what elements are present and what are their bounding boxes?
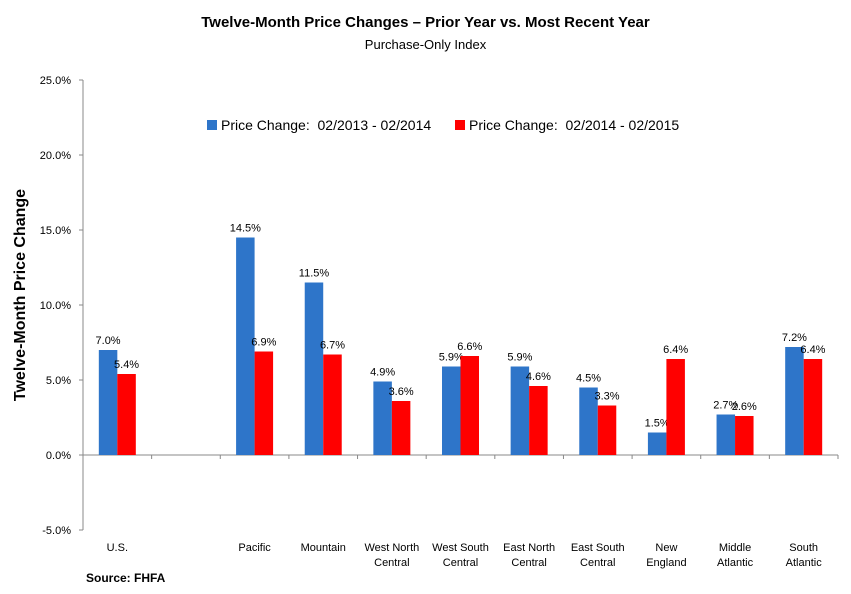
y-tick-label: 15.0% <box>40 225 71 237</box>
legend-label: Price Change: 02/2013 - 02/2014 <box>221 117 431 133</box>
category-label: New <box>655 542 677 554</box>
data-label: 3.3% <box>594 391 619 403</box>
data-label: 7.2% <box>782 332 807 344</box>
data-label: 6.4% <box>663 344 688 356</box>
legend-label: Price Change: 02/2014 - 02/2015 <box>469 117 679 133</box>
data-label: 5.9% <box>507 352 532 364</box>
data-label: 11.5% <box>299 268 330 280</box>
category-label: Middle <box>719 542 751 554</box>
bar-prior-year <box>373 381 392 455</box>
data-label: 4.6% <box>526 371 551 383</box>
category-label: Atlantic <box>717 557 754 569</box>
y-tick-label: 5.0% <box>46 375 71 387</box>
bar-recent-year <box>597 405 617 455</box>
bar-recent-year <box>117 374 136 455</box>
category-label: West South <box>432 542 489 554</box>
data-label: 6.6% <box>457 341 482 353</box>
category-label: East North <box>503 542 555 554</box>
data-label: 3.6% <box>389 386 414 398</box>
category-label: East South <box>571 542 625 554</box>
bar-recent-year <box>323 354 342 455</box>
category-label: Central <box>580 557 615 569</box>
y-tick-label: -5.0% <box>42 525 71 537</box>
category-label: England <box>646 557 686 569</box>
bar-recent-year <box>460 356 479 455</box>
data-label: 2.6% <box>732 401 757 413</box>
chart-subtitle: Purchase-Only Index <box>364 37 487 52</box>
data-label: 1.5% <box>645 418 670 430</box>
bar-recent-year <box>391 401 411 455</box>
data-label: 2.7% <box>713 400 738 412</box>
category-label: U.S. <box>107 542 128 554</box>
data-label: 5.4% <box>114 359 139 371</box>
legend-swatch <box>207 120 217 130</box>
bar-recent-year <box>254 351 274 455</box>
data-label: 7.0% <box>96 335 121 347</box>
source-note: Source: FHFA <box>86 571 166 585</box>
data-label: 4.5% <box>576 373 601 385</box>
category-label: South <box>789 542 818 554</box>
y-tick-label: 20.0% <box>40 150 71 162</box>
data-label: 14.5% <box>230 223 261 235</box>
bar-prior-year <box>236 237 255 455</box>
bar-recent-year <box>529 386 548 455</box>
data-label: 4.9% <box>370 367 395 379</box>
y-axis-title: Twelve-Month Price Change <box>12 189 29 401</box>
category-label: Pacific <box>238 542 271 554</box>
category-label: Central <box>374 557 409 569</box>
category-label: Atlantic <box>786 557 823 569</box>
bar-recent-year <box>666 359 685 455</box>
data-label: 6.7% <box>320 340 345 352</box>
bar-recent-year <box>803 359 823 455</box>
bar-prior-year <box>442 366 461 455</box>
bar-prior-year <box>785 347 804 455</box>
legend-swatch <box>455 120 465 130</box>
bar-prior-year <box>304 282 324 455</box>
y-tick-label: 0.0% <box>46 450 71 462</box>
bar-prior-year <box>716 414 736 455</box>
category-label: Mountain <box>301 542 346 554</box>
chart-title: Twelve-Month Price Changes – Prior Year … <box>201 14 650 31</box>
bar-prior-year <box>647 432 667 455</box>
data-label: 6.4% <box>800 344 825 356</box>
y-tick-label: 10.0% <box>40 300 71 312</box>
category-label: Central <box>443 557 478 569</box>
data-label: 5.9% <box>439 352 464 364</box>
y-tick-label: 25.0% <box>40 75 71 87</box>
data-label: 6.9% <box>251 337 276 349</box>
bar-prior-year <box>579 387 598 455</box>
category-label: West North <box>364 542 419 554</box>
category-label: Central <box>511 557 546 569</box>
bar-prior-year <box>510 366 530 455</box>
bar-recent-year <box>735 416 754 455</box>
bar-prior-year <box>98 350 118 455</box>
